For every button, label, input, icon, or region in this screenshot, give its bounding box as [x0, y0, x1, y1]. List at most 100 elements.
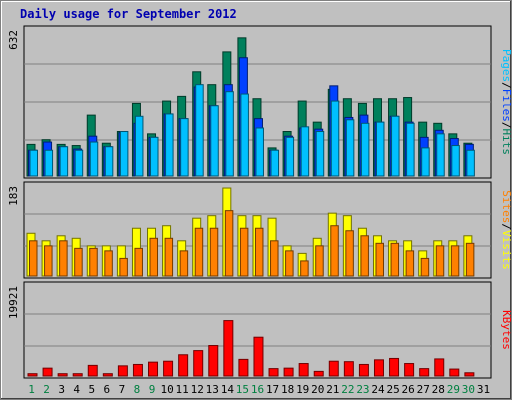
bar-kbytes — [42, 367, 53, 377]
bar-kbytes — [163, 360, 174, 377]
y-max-label: 183 — [7, 186, 20, 206]
bar-pages — [150, 136, 159, 177]
bar-sites — [194, 227, 204, 277]
bar-sites — [300, 260, 309, 277]
bar-pages — [315, 131, 325, 177]
x-tick-label: 29 — [447, 383, 460, 396]
legend-part: / — [500, 223, 512, 230]
bar-sites — [164, 237, 174, 277]
x-tick-label: 25 — [386, 383, 399, 396]
bar-sites — [465, 242, 475, 277]
x-tick-label: 19 — [296, 383, 309, 396]
chart-title: Daily usage for September 2012 — [20, 7, 237, 21]
bar-sites — [74, 247, 83, 277]
bar-pages — [165, 113, 174, 177]
bar-pages — [104, 146, 114, 177]
x-tick-label: 14 — [221, 383, 235, 396]
x-tick-label: 27 — [417, 383, 430, 396]
x-tick-label: 2 — [43, 383, 50, 396]
legend-pages-files-hits: Pages/Files/Hits — [500, 49, 512, 155]
bar-kbytes — [373, 359, 384, 377]
bar-kbytes — [178, 354, 189, 377]
bar-pages — [59, 146, 69, 177]
x-tick-label: 3 — [58, 383, 65, 396]
bar-sites — [104, 250, 113, 277]
bar-kbytes — [268, 368, 279, 377]
bar-sites — [330, 225, 339, 277]
bar-kbytes — [57, 373, 68, 377]
bar-pages — [270, 149, 280, 177]
bar-pages — [360, 122, 370, 177]
bar-sites — [420, 257, 430, 277]
bar-sites — [224, 210, 234, 277]
bar-kbytes — [72, 373, 83, 377]
x-tick-label: 23 — [356, 383, 369, 396]
bar-sites — [345, 230, 354, 277]
bar-kbytes — [298, 363, 309, 377]
bar-pages — [300, 126, 310, 177]
bar-sites — [59, 240, 68, 277]
bar-sites — [254, 227, 264, 277]
x-tick-label: 22 — [341, 383, 354, 396]
bar-kbytes — [148, 361, 159, 377]
x-tick-label: 30 — [462, 383, 475, 396]
x-tick-label: 24 — [371, 383, 385, 396]
bar-sites — [149, 237, 159, 277]
bar-kbytes — [87, 364, 98, 377]
bar-sites — [209, 227, 219, 277]
legend-part: Hits — [500, 129, 512, 156]
legend-part: Pages — [500, 49, 512, 82]
bar-kbytes — [358, 363, 369, 377]
bar-sites — [360, 235, 369, 277]
bar-pages — [375, 121, 385, 177]
bar-pages — [330, 100, 340, 177]
legend-part: / — [500, 82, 512, 89]
bar-sites — [285, 250, 294, 277]
bar-kbytes — [434, 358, 445, 377]
bar-kbytes — [238, 358, 249, 377]
x-tick-label: 28 — [432, 383, 445, 396]
bar-kbytes — [132, 363, 143, 377]
x-tick-label: 1 — [28, 383, 35, 396]
bar-kbytes — [193, 350, 204, 377]
bar-sites — [405, 250, 415, 277]
x-tick-label: 21 — [326, 383, 339, 396]
legend-part: / — [500, 122, 512, 129]
bar-kbytes — [404, 363, 415, 377]
bar-kbytes — [283, 367, 294, 377]
x-tick-label: 17 — [266, 383, 279, 396]
bar-pages — [421, 147, 430, 177]
x-tick-label: 11 — [176, 383, 189, 396]
x-tick-label: 13 — [206, 383, 219, 396]
x-tick-label: 15 — [236, 383, 249, 396]
legend-part: KBytes — [500, 310, 512, 350]
x-tick-label: 26 — [402, 383, 415, 396]
bar-pages — [195, 84, 204, 177]
y-max-label: 632 — [7, 30, 20, 50]
bar-pages — [180, 118, 189, 177]
bar-pages — [44, 149, 54, 177]
x-tick-label: 9 — [149, 383, 156, 396]
x-tick-label: 18 — [281, 383, 294, 396]
bar-pages — [345, 119, 355, 177]
bar-sites — [89, 247, 98, 277]
x-tick-label: 10 — [160, 383, 173, 396]
legend-part: Files — [500, 89, 512, 122]
bar-pages — [406, 122, 415, 177]
bar-kbytes — [117, 365, 128, 377]
bar-pages — [466, 149, 475, 177]
bar-pages — [89, 141, 99, 177]
legend-part: Visits — [500, 230, 512, 270]
bar-sites — [44, 245, 53, 277]
bar-sites — [375, 242, 384, 277]
bar-pages — [210, 105, 219, 177]
bar-pages — [29, 149, 38, 177]
legend-sites-visits: Sites/Visits — [500, 190, 512, 270]
bar-kbytes — [449, 368, 460, 377]
bar-sites — [119, 257, 128, 277]
x-tick-label: 20 — [311, 383, 324, 396]
bar-pages — [119, 131, 129, 177]
x-tick-label: 16 — [251, 383, 264, 396]
bar-pages — [451, 145, 460, 177]
